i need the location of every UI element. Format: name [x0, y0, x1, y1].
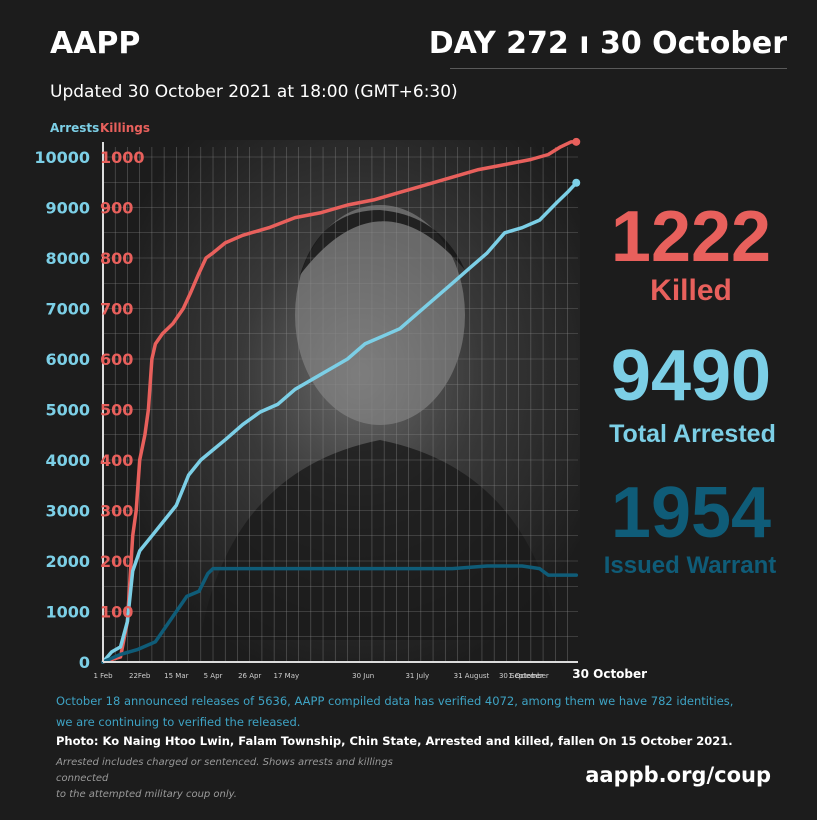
y-left-tick-label: 4000 — [45, 451, 90, 470]
disclaimer-line2: to the attempted military coup only. — [56, 789, 237, 800]
series-line-arrests — [101, 181, 579, 664]
series-endpoint-killings — [572, 137, 581, 146]
legend-killings: Killings — [100, 121, 150, 135]
day-title: DAY 272 ı 30 October — [428, 26, 787, 61]
x-tick-label: 31 August — [454, 672, 490, 680]
y-left-tick-label: 5000 — [45, 401, 90, 420]
x-tick-label: 15 Mar — [164, 672, 188, 680]
y-right-tick-label: 400 — [100, 451, 133, 470]
x-tick-label: 22Feb — [129, 672, 151, 680]
photo-hair — [300, 210, 465, 275]
x-tick-label: 30 October — [572, 667, 647, 681]
x-tick-label: 31 July — [405, 672, 429, 680]
chart-lines — [101, 137, 581, 664]
y-right-tick-label: 900 — [100, 199, 133, 218]
y-left-tick-label: 9000 — [45, 199, 90, 218]
y-right-tick-label: 1000 — [100, 148, 145, 167]
chart-area: Arrests Killings 0 1000 2000 3000 4000 5000 6000… — [34, 121, 647, 681]
chart-axes: Arrests Killings 0 1000 2000 3000 4000 5000 6000… — [34, 121, 647, 681]
x-tick-label: 1 October — [508, 672, 543, 680]
x-tick-label: 26 Apr — [238, 672, 261, 680]
y-right-tick-label: 100 — [100, 603, 133, 622]
y-left-tick-label: 3000 — [45, 502, 90, 521]
y-left-tick-label: 8000 — [45, 249, 90, 268]
y-left-tick-label: 7000 — [45, 300, 90, 319]
killed-label: Killed — [650, 274, 732, 307]
x-tick-label: 5 Apr — [204, 672, 223, 680]
series-line-issued-warrant — [101, 564, 579, 664]
chart-grid — [102, 147, 578, 663]
series-line-killings — [101, 140, 579, 664]
y-left-tick-label: 6000 — [45, 350, 90, 369]
x-tick-label: 17 May — [274, 672, 300, 680]
disclaimer-line1: Arrested includes charged or sentenced. … — [56, 757, 393, 784]
y-left-tick-label: 1000 — [45, 603, 90, 622]
y-right-tick-label: 700 — [100, 300, 133, 319]
x-tick-label: 30 September — [499, 672, 549, 680]
photo-face — [295, 205, 465, 425]
disclaimer: Arrested includes charged or sentenced. … — [56, 755, 436, 803]
y-right-tick-label: 200 — [100, 552, 133, 571]
y-right-tick-label: 300 — [100, 502, 133, 521]
x-tick-label: 30 Jun — [352, 672, 374, 680]
killed-count: 1222 — [610, 197, 772, 277]
arrested-count: 9490 — [610, 336, 772, 416]
header-divider — [450, 68, 787, 69]
series-endpoint-arrests — [572, 178, 581, 187]
release-note-line2: we are continuing to verified the releas… — [56, 715, 301, 729]
legend-arrests: Arrests — [50, 121, 99, 135]
updated-timestamp: Updated 30 October 2021 at 18:00 (GMT+6:… — [50, 82, 458, 102]
website-link[interactable]: aappb.org/coup — [585, 763, 771, 787]
photo-credit: Photo: Ko Naing Htoo Lwin, Falam Townshi… — [56, 734, 733, 748]
release-note-line1: October 18 announced releases of 5636, A… — [56, 694, 734, 708]
warrant-label: Issued Warrant — [603, 552, 777, 579]
warrant-count: 1954 — [610, 473, 772, 553]
org-title: AAPP — [50, 26, 141, 61]
arrested-label: Total Arrested — [609, 420, 776, 448]
y-right-tick-label: 600 — [100, 350, 133, 369]
y-right-tick-label: 500 — [100, 401, 133, 420]
y-right-tick-label: 800 — [100, 249, 133, 268]
x-tick-label: 1 Feb — [93, 672, 113, 680]
release-note: October 18 announced releases of 5636, A… — [56, 691, 756, 733]
y-left-tick-label: 0 — [79, 653, 90, 672]
y-left-tick-label: 2000 — [45, 552, 90, 571]
y-left-tick-label: 10000 — [34, 148, 90, 167]
